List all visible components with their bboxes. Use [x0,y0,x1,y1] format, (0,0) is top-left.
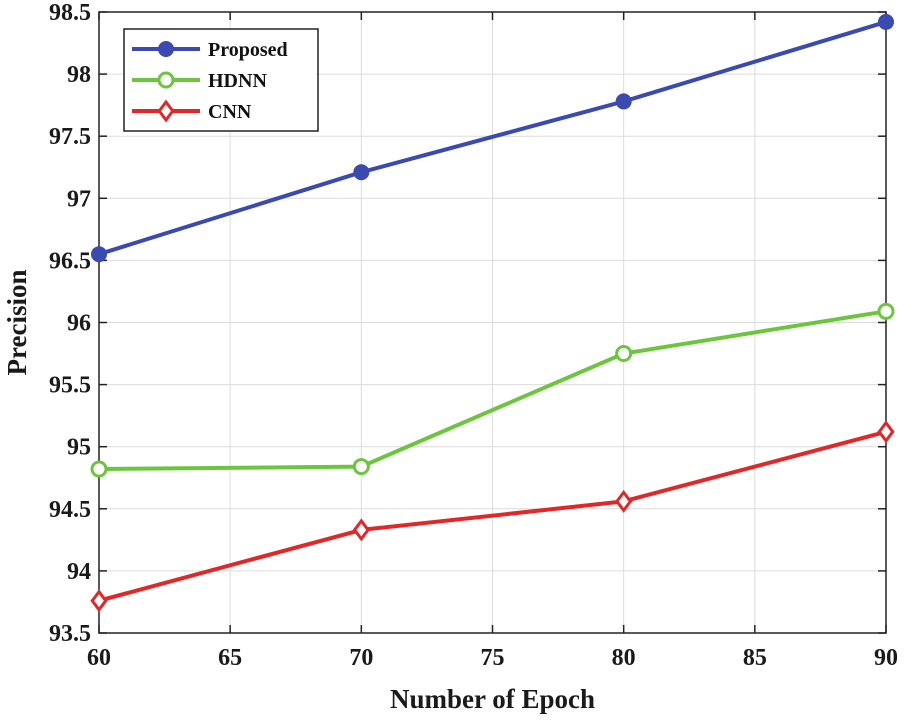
legend-label: HDNN [208,70,267,92]
legend-marker [157,99,175,123]
legend-label: Proposed [208,39,288,61]
x-tick-label: 65 [218,645,242,671]
data-point [877,420,895,444]
x-axis-label: Number of Epoch [390,684,595,714]
legend-item-proposed: Proposed [132,39,288,61]
x-tick-label: 85 [743,645,767,671]
data-point [877,302,895,320]
y-tick-label: 96.5 [49,248,91,274]
y-tick-label: 94 [67,559,91,585]
x-tick-label: 90 [874,645,898,671]
y-axis-ticks: 93.5 94 94.5 95 95.5 96 96.5 97 97.5 98 98.5 [49,0,886,647]
data-point [91,246,107,263]
data-point [615,489,633,513]
y-axis-label: Precision [2,270,32,376]
data-point [615,93,632,110]
y-tick-label: 97.5 [49,124,91,150]
series-proposed [91,13,894,263]
x-axis-ticks: 60 65 70 75 80 85 90 [87,12,898,671]
legend-marker [158,41,174,57]
x-tick-label: 70 [349,645,373,671]
y-tick-label: 95 [67,435,91,461]
series-line [98,20,887,257]
legend: Proposed HDNN CNN [123,28,319,132]
y-tick-label: 98.5 [49,0,91,26]
data-point [90,589,108,613]
legend-label: CNN [208,101,252,123]
data-point [352,518,370,542]
x-tick-label: 80 [612,645,636,671]
data-point [878,13,894,30]
y-tick-label: 98 [67,62,91,88]
data-point [352,458,370,476]
legend-item-hdnn: HDNN [132,70,267,92]
y-tick-label: 93.5 [49,621,91,647]
series-cnn [90,420,895,613]
legend-marker [157,71,175,89]
x-tick-label: 60 [87,645,111,671]
data-point [353,164,370,181]
y-tick-label: 97 [67,186,91,212]
data-point [90,460,108,478]
x-tick-label: 75 [481,645,505,671]
y-tick-label: 95.5 [49,373,91,399]
y-tick-label: 96 [67,311,91,337]
y-tick-label: 94.5 [49,497,91,523]
series-lines [90,13,895,613]
data-point [615,345,633,363]
series-line [98,429,887,603]
legend-item-cnn: CNN [132,99,252,123]
series-line [98,309,887,472]
series-hdnn [90,302,895,478]
